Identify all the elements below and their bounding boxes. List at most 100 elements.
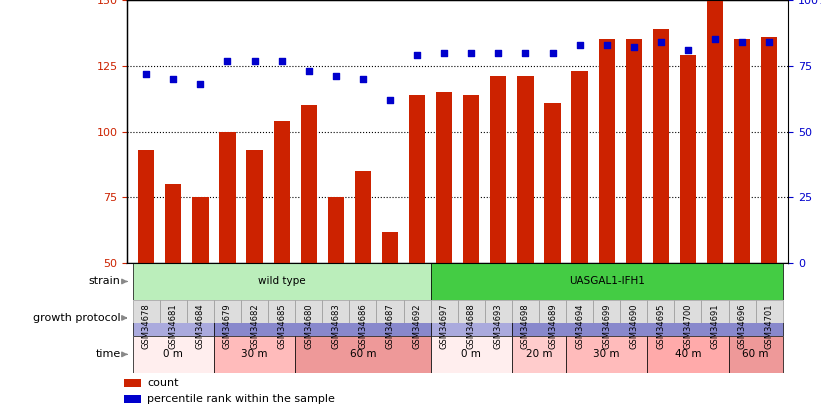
Bar: [377, 300, 404, 323]
Bar: [566, 336, 647, 373]
Text: GSM34696: GSM34696: [737, 303, 746, 349]
Text: GSM34685: GSM34685: [277, 303, 287, 349]
Point: [275, 58, 288, 64]
Bar: [626, 40, 642, 263]
Bar: [593, 300, 620, 323]
Text: GSM34687: GSM34687: [386, 303, 395, 349]
Bar: [133, 300, 160, 323]
Bar: [728, 300, 755, 323]
Text: 40 m: 40 m: [675, 350, 701, 359]
Bar: [241, 300, 268, 323]
Bar: [404, 300, 431, 323]
Bar: [296, 300, 323, 323]
Point: [709, 36, 722, 43]
Point: [465, 49, 478, 56]
Text: 60 m: 60 m: [350, 350, 376, 359]
Bar: [355, 171, 371, 263]
Text: growth protocol: growth protocol: [33, 313, 121, 323]
Text: control: control: [453, 313, 489, 323]
Bar: [680, 55, 696, 263]
Text: control: control: [155, 313, 191, 323]
Bar: [653, 29, 669, 263]
Text: GSM34700: GSM34700: [683, 303, 692, 349]
Point: [410, 52, 424, 59]
Text: galactose: galactose: [622, 313, 672, 323]
Bar: [124, 379, 140, 387]
Bar: [328, 198, 344, 263]
Point: [356, 76, 369, 82]
Point: [654, 39, 667, 45]
Text: GSM34680: GSM34680: [305, 303, 314, 349]
Bar: [620, 300, 647, 323]
Text: GSM34701: GSM34701: [764, 303, 773, 349]
Point: [546, 49, 559, 56]
Bar: [431, 263, 782, 300]
Point: [194, 81, 207, 87]
Bar: [268, 300, 296, 323]
Bar: [463, 95, 479, 263]
Bar: [431, 300, 458, 323]
Point: [221, 58, 234, 64]
Text: GSM34699: GSM34699: [602, 303, 611, 349]
Bar: [409, 95, 425, 263]
Bar: [511, 300, 539, 323]
Point: [302, 68, 315, 75]
Bar: [728, 336, 782, 373]
Text: GSM34690: GSM34690: [629, 303, 638, 349]
Point: [167, 76, 180, 82]
Text: GSM34688: GSM34688: [467, 303, 475, 349]
Bar: [273, 121, 290, 263]
Point: [763, 39, 776, 45]
Bar: [599, 40, 615, 263]
Bar: [187, 300, 214, 323]
Point: [519, 49, 532, 56]
Text: count: count: [147, 378, 179, 388]
Text: GSM34679: GSM34679: [223, 303, 232, 349]
Bar: [133, 300, 214, 336]
Bar: [647, 300, 674, 323]
Text: GSM34697: GSM34697: [440, 303, 448, 349]
Text: time: time: [95, 350, 121, 359]
Bar: [160, 300, 187, 323]
Text: 60 m: 60 m: [742, 350, 769, 359]
Text: 20 m: 20 m: [525, 350, 553, 359]
Text: wild type: wild type: [258, 277, 305, 286]
Text: GSM34682: GSM34682: [250, 303, 259, 349]
Text: galactose: galactose: [297, 313, 347, 323]
Point: [627, 44, 640, 51]
Text: GSM34693: GSM34693: [494, 303, 502, 349]
Bar: [246, 150, 263, 263]
Bar: [165, 184, 181, 263]
Bar: [219, 132, 236, 263]
Bar: [323, 300, 350, 323]
Bar: [701, 300, 728, 323]
Text: percentile rank within the sample: percentile rank within the sample: [147, 394, 335, 405]
Text: GSM34678: GSM34678: [142, 303, 151, 349]
Text: GSM34695: GSM34695: [656, 303, 665, 349]
Bar: [755, 300, 782, 323]
Bar: [566, 300, 593, 323]
Text: GSM34681: GSM34681: [169, 303, 178, 349]
Bar: [458, 300, 484, 323]
Text: GSM34694: GSM34694: [575, 303, 584, 349]
Point: [140, 70, 153, 77]
Text: 30 m: 30 m: [241, 350, 268, 359]
Point: [600, 42, 613, 48]
Bar: [350, 300, 377, 323]
Point: [438, 49, 451, 56]
Bar: [133, 263, 431, 300]
Text: GSM34686: GSM34686: [359, 303, 368, 349]
Bar: [544, 103, 561, 263]
Bar: [431, 300, 511, 336]
Bar: [124, 395, 140, 403]
Bar: [490, 76, 507, 263]
Bar: [511, 336, 566, 373]
Text: 0 m: 0 m: [461, 350, 481, 359]
Bar: [192, 198, 209, 263]
Text: 0 m: 0 m: [163, 350, 183, 359]
Bar: [707, 0, 723, 263]
Bar: [214, 300, 241, 323]
Text: GSM34689: GSM34689: [548, 303, 557, 349]
Point: [736, 39, 749, 45]
Point: [329, 73, 342, 80]
